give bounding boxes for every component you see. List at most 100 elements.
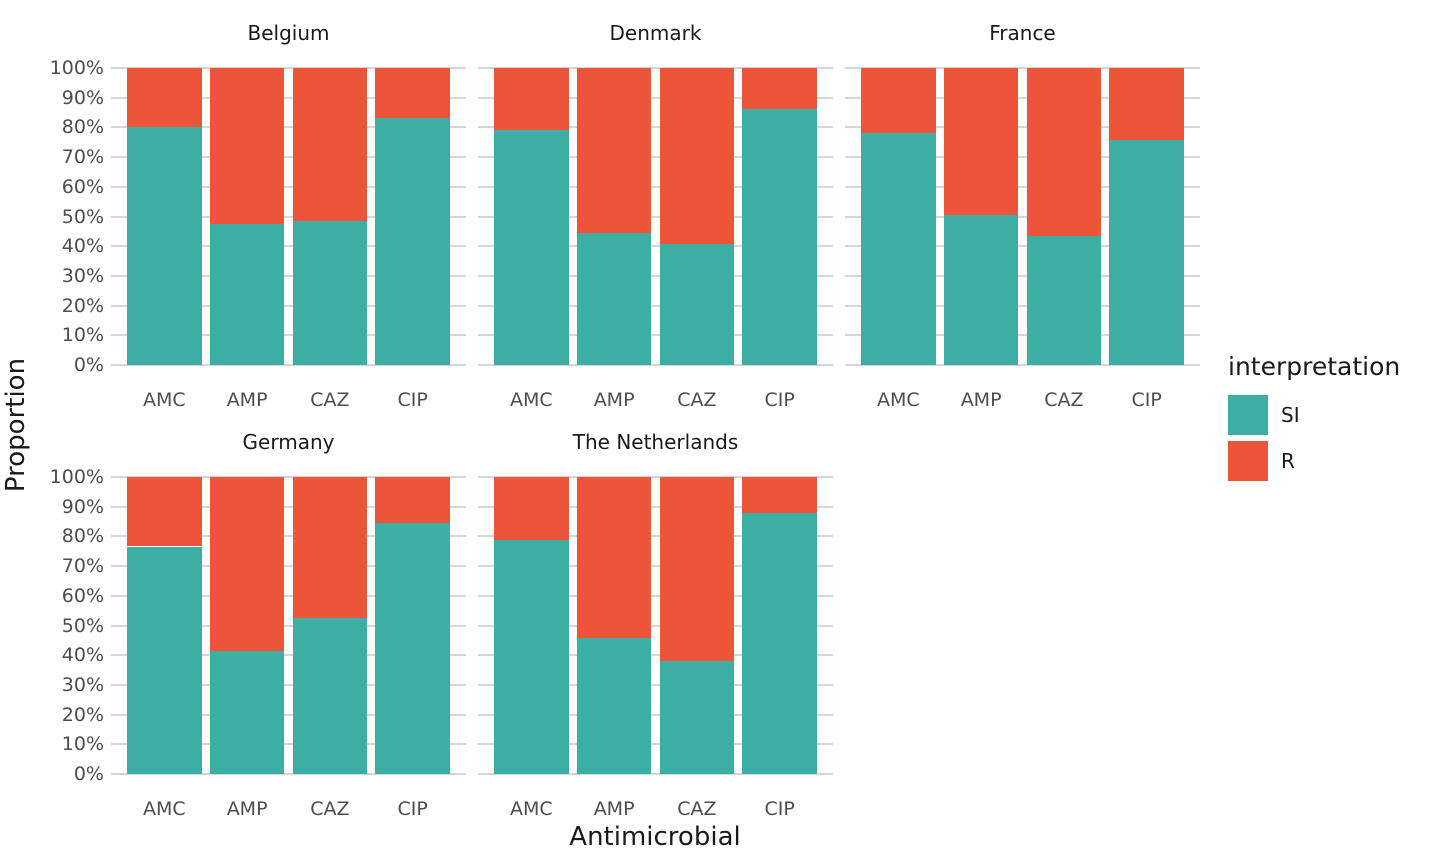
gridline	[478, 713, 833, 716]
gridline	[845, 156, 1200, 159]
y-tick-label: 60%	[61, 175, 104, 198]
x-tick-label: AMP	[960, 389, 1002, 411]
gridline	[111, 713, 466, 716]
y-tick-label: 70%	[61, 146, 104, 169]
legend-entry-si: SI	[1228, 395, 1400, 435]
bar-segment-si-caz	[292, 220, 368, 365]
x-tick-label: AMC	[510, 389, 553, 411]
bar-segment-r-amp	[209, 477, 285, 652]
y-tick-label: 80%	[61, 525, 104, 548]
bar-segment-si-amc	[494, 129, 569, 365]
gridline	[478, 215, 833, 218]
bar-segment-r-amc	[127, 68, 202, 128]
gridline	[478, 565, 833, 568]
gridline	[478, 364, 833, 366]
facet-panel-germany: Germany AMC AMP CAZ CIP	[111, 430, 466, 820]
gridline	[478, 505, 833, 508]
x-tick-label: AMP	[593, 389, 635, 411]
x-tick-label: AMC	[877, 389, 920, 411]
bar-segment-r-caz	[1026, 68, 1102, 237]
x-axis-title: Antimicrobial	[569, 822, 741, 852]
bar-segment-r-amp	[576, 68, 652, 233]
gridline	[111, 96, 466, 99]
x-tick-label: CIP	[397, 798, 428, 820]
gridline	[845, 364, 1200, 366]
bar-segment-r-caz	[292, 68, 368, 221]
y-tick-label: 70%	[61, 555, 104, 578]
legend-swatch-si	[1228, 395, 1268, 435]
bar-segment-r-amp	[943, 68, 1019, 215]
bar-segment-si-caz	[1026, 236, 1102, 365]
facet-title: Germany	[242, 430, 335, 454]
gridline	[478, 654, 833, 657]
gridline	[478, 274, 833, 277]
gridline	[111, 156, 466, 159]
y-tick-label: 100%	[49, 57, 104, 79]
x-tick-label: AMC	[143, 389, 186, 411]
bar-segment-si-caz	[659, 660, 735, 774]
bar-segment-si-cip	[375, 522, 450, 774]
gridline	[111, 185, 466, 188]
facet-panel-the-netherlands: The Netherlands AMC AMP CAZ CIP	[478, 430, 833, 820]
gridline	[111, 334, 466, 337]
gridline	[111, 654, 466, 657]
bar-segment-si-amp	[576, 637, 652, 774]
x-tick-label: CAZ	[1044, 389, 1084, 411]
bar-segment-r-amc	[494, 477, 569, 541]
y-tick-label: 20%	[61, 703, 104, 726]
bar-segment-si-amp	[209, 224, 285, 365]
y-tick-label: 10%	[61, 733, 104, 756]
gridline	[845, 67, 1200, 69]
gridline	[111, 364, 466, 366]
facet-title: The Netherlands	[572, 430, 739, 454]
x-tick-label: CIP	[764, 798, 795, 820]
gridline	[478, 535, 833, 538]
bar-segment-r-cip	[375, 477, 450, 523]
x-tick-label: CIP	[764, 389, 795, 411]
x-tick-label: CAZ	[677, 798, 717, 820]
legend-label-r: R	[1281, 449, 1295, 473]
gridline	[111, 67, 466, 69]
bar-segment-r-cip	[742, 68, 817, 110]
y-tick-label: 30%	[61, 673, 104, 696]
bar-segment-si-caz	[292, 618, 368, 774]
x-tick-label: AMC	[143, 798, 186, 820]
y-tick-label: 0%	[73, 763, 104, 785]
gridline	[111, 274, 466, 277]
gridline	[111, 743, 466, 746]
facet-title: Denmark	[609, 21, 702, 45]
bar-segment-r-cip	[375, 68, 450, 118]
gridline	[845, 96, 1200, 99]
gridline	[111, 245, 466, 248]
bar-segment-r-amc	[127, 477, 202, 547]
x-tick-label: AMP	[593, 798, 635, 820]
gridline	[478, 594, 833, 597]
y-tick-label: 30%	[61, 264, 104, 287]
x-tick-label: CAZ	[677, 389, 717, 411]
gridline	[845, 185, 1200, 188]
legend-label-si: SI	[1281, 403, 1300, 427]
gridline	[111, 624, 466, 627]
x-tick-label: CAZ	[310, 389, 350, 411]
y-tick-label: 100%	[49, 466, 104, 488]
bar-segment-r-caz	[292, 477, 368, 619]
gridline	[111, 304, 466, 307]
x-tick-label: AMP	[226, 798, 268, 820]
gridline	[478, 185, 833, 188]
y-tick-label: 10%	[61, 324, 104, 347]
gridline	[478, 304, 833, 307]
gridline	[478, 67, 833, 69]
gridline	[845, 215, 1200, 218]
bar-segment-si-cip	[742, 512, 817, 774]
gridline	[845, 274, 1200, 277]
legend: interpretation SI R	[1228, 352, 1400, 487]
x-tick-label: AMC	[510, 798, 553, 820]
x-tick-label: CAZ	[310, 798, 350, 820]
gridline	[111, 683, 466, 686]
gridline	[478, 126, 833, 129]
gridline	[111, 773, 466, 775]
x-tick-label: CIP	[397, 389, 428, 411]
gridline	[478, 683, 833, 686]
bar-segment-r-cip	[742, 477, 817, 513]
